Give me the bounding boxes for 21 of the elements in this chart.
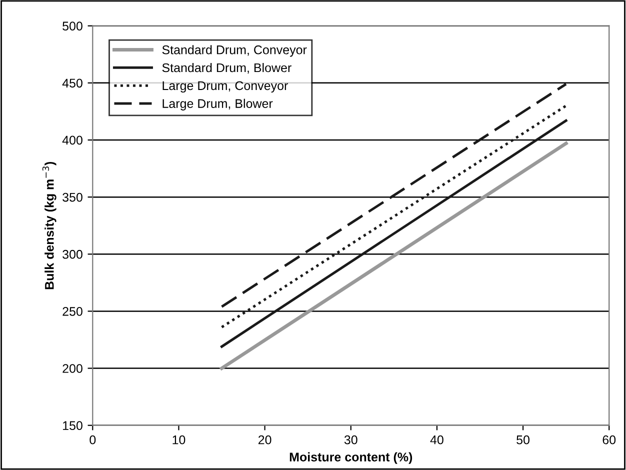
x-axis-title: Moisture content (%) [290, 452, 412, 464]
legend-label: Large Drum, Conveyor [162, 81, 288, 93]
y-tick-label: 500 [62, 22, 82, 30]
x-tick-label: 20 [258, 435, 272, 444]
y-tick-label: 400 [62, 136, 82, 145]
x-tick-label: 40 [430, 435, 444, 444]
y-tick-label: 350 [62, 192, 82, 202]
y-tick-label: 150 [63, 421, 82, 430]
legend-label: Standard Drum, Conveyor [162, 45, 307, 57]
y-tick-label: 250 [62, 307, 82, 316]
legend-label: Large Drum, Blower [162, 98, 273, 110]
x-tick-label: 10 [172, 435, 186, 444]
x-tick-label: 0 [90, 435, 96, 444]
y-axis-title: Bulk density (kg m$^{−3}$) [42, 162, 56, 290]
y-tick-label: 300 [62, 250, 82, 259]
x-tick-label: 60 [602, 435, 616, 444]
x-tick-label: 50 [516, 435, 530, 444]
legend-label: Standard Drum, Blower [162, 62, 292, 74]
x-tick-label: 30 [344, 435, 358, 444]
y-tick-label: 200 [62, 364, 82, 373]
y-tick-label: 450 [62, 78, 82, 88]
